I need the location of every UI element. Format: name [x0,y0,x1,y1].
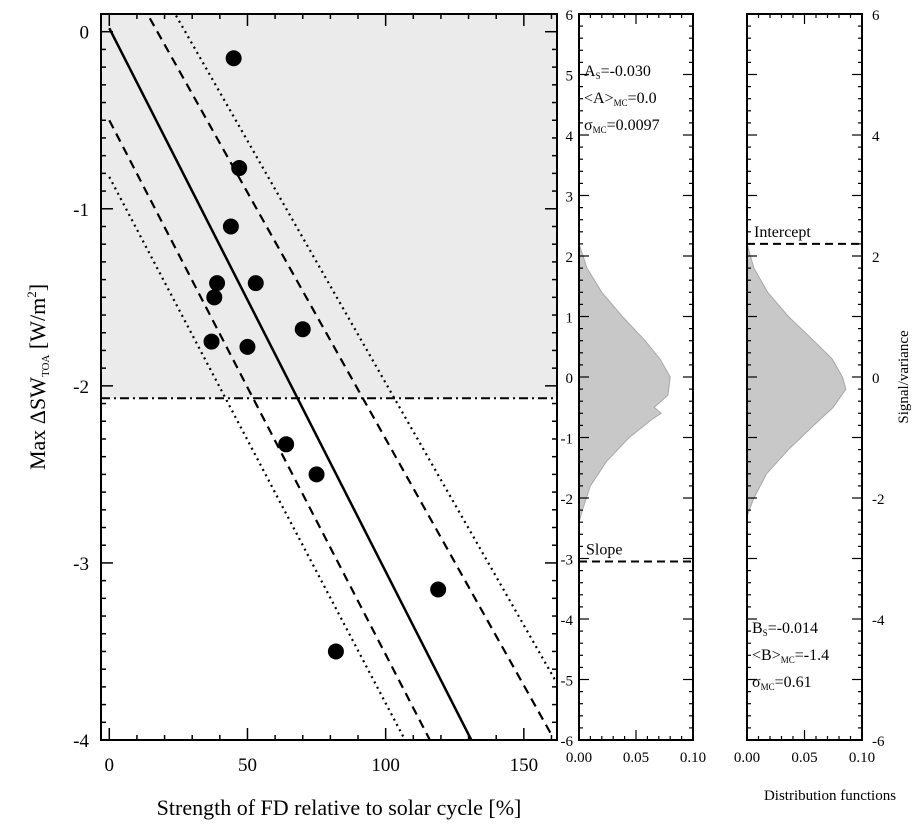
panel-y-tick-label: 6 [872,8,880,24]
panel-y-tick-label: 3 [566,190,574,206]
panel-y-tick-label: 0 [872,371,880,387]
annotation-2-0: BS=-0.014 [752,620,818,638]
panel-y-tick-label: -1 [561,432,574,448]
x-tick-label: 0 [105,755,115,776]
shaded-region [101,14,557,399]
annotation-2-1: <B>MC=-1.4 [752,647,829,665]
x-axis-title: Strength of FD relative to solar cycle [… [157,795,522,820]
annotation-2-2: σMC=0.61 [752,674,812,692]
x-tick-label: 100 [371,755,400,776]
signal-variance-title: Signal/variance [896,330,912,424]
main-plot-frame [100,13,558,741]
data-point-10 [308,466,325,483]
data-point-6 [294,321,311,338]
panel-y-tick-label: -5 [561,674,574,690]
panel-y-tick-label: 2 [872,250,880,266]
panel-x-tick-label: 0.05 [623,750,649,766]
panel-y-tick-label: -6 [872,734,885,750]
panel-y-tick-label: 1 [566,311,574,327]
panel-y-tick-label: -3 [561,553,574,569]
distribution-area-1 [578,243,671,523]
fit-line-dashed-2 [108,119,431,740]
fit-lines [108,14,557,740]
panel-y-tick-label: -4 [872,613,885,629]
panel-x-tick-label: 0.00 [734,750,760,766]
data-point-9 [278,436,295,453]
panel-y-tick-label: 0 [566,371,574,387]
marker-label-2: Intercept [754,224,811,241]
data-point-12 [327,643,344,660]
distribution-area-2 [746,243,847,517]
y-axis-title: Max ΔSWTOA [W/m2] [24,284,52,470]
fit-line-dotted-4 [108,176,406,740]
y-tick-label: -3 [73,554,89,575]
fit-line-dashed-1 [146,14,553,736]
panel-y-tick-label: 2 [566,250,574,266]
panel-y-tick-label: 6 [566,8,574,24]
fit-line-dotted-3 [173,14,557,684]
data-point-5 [206,289,223,306]
data-point-2 [222,218,239,235]
y-tick-label: -1 [73,200,89,221]
panel-y-tick-label: -2 [561,492,574,508]
data-point-7 [203,333,220,350]
data-point-0 [225,50,242,67]
panel-y-tick-label: -2 [872,492,885,508]
panel-x-tick-label: 0.00 [566,750,592,766]
x-tick-label: 50 [238,755,257,776]
data-point-1 [231,160,248,177]
panel-y-tick-label: -4 [561,613,574,629]
panel-x-tick-label: 0.10 [680,750,706,766]
x-tick-label: 150 [510,755,539,776]
marker-label-1: Slope [586,542,622,559]
panel-y-tick-label: 4 [872,129,880,145]
y-tick-label: -2 [73,377,89,398]
y-tick-label: -4 [73,731,89,752]
data-point-3 [209,275,226,292]
panel-x-tick-label: 0.05 [791,750,817,766]
data-point-4 [247,275,264,292]
annotation-1-0: AS=-0.030 [584,63,651,81]
annotation-1-1: <A>MC=0.0 [584,90,657,108]
panel-y-tick-label: 5 [566,69,574,85]
data-point-8 [239,338,256,355]
panel-x-tick-label: 0.10 [849,750,875,766]
panel-y-tick-label: 4 [566,129,574,145]
annotation-1-2: σMC=0.0097 [584,117,660,135]
data-point-11 [430,581,447,598]
panel-y-tick-label: -6 [561,734,574,750]
distribution-x-title: Distribution functions [764,788,896,804]
y-tick-label: 0 [80,23,90,44]
fit-line-solid-0 [108,27,473,740]
